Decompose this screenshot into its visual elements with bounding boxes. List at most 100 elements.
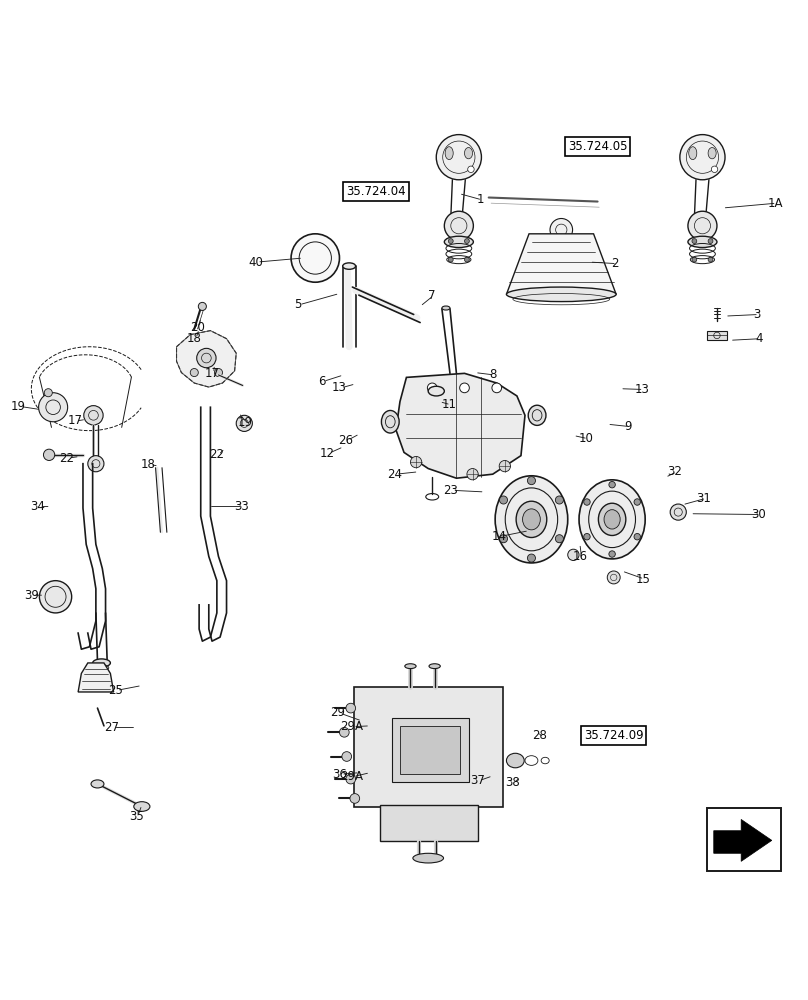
Text: 7: 7 (427, 289, 436, 302)
Circle shape (44, 449, 55, 460)
Circle shape (214, 369, 222, 377)
Text: 6: 6 (318, 375, 326, 388)
Polygon shape (507, 234, 617, 294)
Circle shape (468, 166, 474, 173)
Text: 32: 32 (667, 465, 683, 478)
Text: 36: 36 (332, 768, 347, 781)
Text: 12: 12 (320, 447, 335, 460)
Text: 35.724.09: 35.724.09 (584, 729, 643, 742)
Text: 31: 31 (696, 492, 712, 505)
Ellipse shape (507, 287, 617, 302)
Ellipse shape (507, 753, 524, 768)
Circle shape (555, 496, 563, 504)
Circle shape (708, 257, 713, 262)
Text: 30: 30 (751, 508, 766, 521)
Circle shape (44, 389, 53, 397)
Bar (707, 331, 726, 340)
Circle shape (196, 348, 216, 368)
Ellipse shape (465, 148, 473, 159)
Ellipse shape (688, 236, 717, 248)
Ellipse shape (523, 509, 541, 530)
Text: 15: 15 (635, 573, 650, 586)
Text: 29A: 29A (340, 770, 363, 783)
Ellipse shape (381, 410, 399, 433)
Text: 9: 9 (625, 420, 632, 433)
Ellipse shape (428, 386, 444, 396)
Circle shape (465, 239, 469, 243)
Text: 25: 25 (107, 684, 123, 697)
Bar (400, 726, 461, 774)
Polygon shape (713, 819, 772, 861)
Text: 18: 18 (187, 332, 202, 345)
Circle shape (467, 469, 478, 480)
Text: 14: 14 (492, 530, 507, 543)
Circle shape (680, 135, 725, 180)
Polygon shape (78, 663, 114, 692)
Ellipse shape (708, 148, 716, 159)
Circle shape (528, 477, 536, 485)
Ellipse shape (444, 236, 473, 248)
Circle shape (84, 406, 103, 425)
Bar (380, 805, 478, 841)
Text: 38: 38 (505, 776, 520, 789)
Circle shape (444, 211, 473, 240)
Text: 29: 29 (330, 706, 345, 719)
Text: 35.724.04: 35.724.04 (346, 185, 406, 198)
Circle shape (499, 496, 507, 504)
Text: 29A: 29A (340, 720, 363, 733)
Circle shape (550, 218, 573, 241)
Text: 4: 4 (755, 332, 763, 345)
Circle shape (190, 369, 198, 377)
Text: 3: 3 (754, 308, 761, 321)
Text: 22: 22 (209, 448, 225, 461)
Circle shape (350, 794, 360, 803)
Text: 23: 23 (444, 484, 458, 497)
Circle shape (291, 234, 339, 282)
Circle shape (236, 415, 252, 431)
Circle shape (528, 554, 536, 562)
Text: 35.724.05: 35.724.05 (568, 140, 627, 153)
Circle shape (410, 456, 422, 468)
Ellipse shape (442, 306, 450, 310)
Ellipse shape (445, 147, 453, 160)
Circle shape (634, 499, 641, 505)
Text: 10: 10 (579, 432, 594, 445)
Text: 28: 28 (532, 729, 547, 742)
Circle shape (346, 774, 356, 784)
Ellipse shape (413, 853, 444, 863)
Circle shape (339, 727, 349, 737)
Circle shape (692, 239, 696, 243)
Circle shape (492, 383, 502, 393)
Polygon shape (176, 331, 236, 387)
Text: 17: 17 (204, 367, 220, 380)
Text: 35: 35 (128, 810, 144, 823)
Circle shape (634, 533, 641, 540)
Circle shape (460, 383, 469, 393)
Ellipse shape (91, 780, 104, 788)
Text: 27: 27 (104, 721, 120, 734)
Ellipse shape (579, 480, 645, 559)
Ellipse shape (599, 503, 626, 535)
Circle shape (688, 211, 717, 240)
Text: 11: 11 (442, 398, 457, 411)
Circle shape (448, 239, 453, 243)
Circle shape (198, 302, 206, 310)
Bar (392, 718, 469, 782)
Ellipse shape (688, 147, 696, 160)
Text: 2: 2 (612, 257, 619, 270)
Text: 33: 33 (234, 500, 248, 513)
Circle shape (583, 533, 590, 540)
Circle shape (465, 257, 469, 262)
Circle shape (346, 703, 356, 713)
Ellipse shape (405, 664, 416, 669)
Polygon shape (396, 373, 525, 478)
Ellipse shape (429, 664, 440, 669)
Circle shape (609, 551, 616, 557)
Text: 8: 8 (489, 368, 496, 381)
Circle shape (436, 135, 482, 180)
Ellipse shape (93, 659, 111, 667)
Circle shape (342, 752, 351, 761)
Text: 18: 18 (141, 458, 156, 471)
Bar (354, 687, 503, 807)
Ellipse shape (343, 263, 356, 269)
